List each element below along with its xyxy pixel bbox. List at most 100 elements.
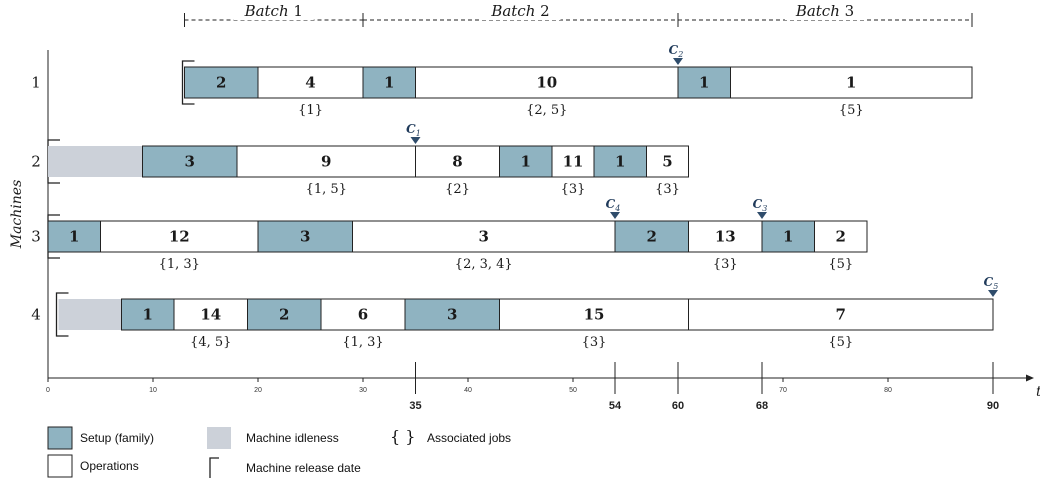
- block-label: 12: [169, 228, 190, 246]
- associated-jobs-label: {3}: [713, 257, 738, 272]
- block-label: 13: [715, 228, 736, 246]
- operation-block: [257, 66, 364, 99]
- idle-block: [58, 299, 122, 330]
- operation-block: [100, 220, 259, 253]
- associated-jobs-label: {1, 3}: [342, 335, 383, 350]
- completion-markers: C2 C1 C4 C3 C5: [406, 43, 998, 297]
- block-label: 8: [452, 153, 462, 171]
- associated-jobs-label: {2, 5}: [526, 103, 567, 118]
- setup-block: [184, 66, 259, 99]
- x-axis-label: t: [1036, 384, 1040, 400]
- completion-marker-icon: [988, 290, 998, 297]
- machine-row-3: 3 1 12 3 3 2 13 1 2{1, 3} {2, 3, 4} {3} {5}: [31, 214, 868, 272]
- operation-block: [688, 298, 994, 331]
- completion-marker-icon: [610, 212, 620, 219]
- completion-marker-icon: [410, 137, 421, 144]
- associated-jobs-label: {3}: [561, 182, 586, 197]
- associated-jobs-label: {5}: [828, 257, 853, 272]
- operation-block: [646, 145, 689, 178]
- x-tick-label: 30: [359, 387, 367, 394]
- legend-setup-label: Setup (family): [80, 431, 154, 445]
- associated-jobs-label: {4, 5}: [190, 335, 231, 350]
- x-tick-label: 70: [779, 387, 787, 394]
- block-label: 4: [305, 74, 315, 92]
- associated-jobs-label: {2}: [445, 182, 470, 197]
- machine-rows: 1 2 4 1 10 1 1{1} {2, 5} {5}2 3 9 8 1 11 1 5{1, 5} {2} {3…: [31, 60, 994, 350]
- associated-jobs-label: {1, 3}: [159, 257, 200, 272]
- block-label: 2: [216, 74, 226, 92]
- setup-block: [121, 298, 175, 331]
- legend-setup-swatch: [47, 426, 73, 450]
- completion-label: C4: [606, 197, 621, 213]
- setup-block: [257, 220, 353, 253]
- machine-row-4: 4 1 14 2 6 3 15 7 {4, 5} {1, 3} {3} {5}: [31, 292, 994, 350]
- block-label: 3: [479, 228, 489, 246]
- machine-row-2: 2 3 9 8 1 11 1 5{1, 5} {2} {3} {3}: [31, 139, 689, 197]
- setup-block: [499, 145, 553, 178]
- setup-block: [47, 220, 101, 253]
- block-label: 1: [69, 228, 79, 246]
- block-label: 11: [563, 153, 584, 171]
- x-axis-arrow-icon: [1026, 374, 1034, 382]
- block-label: 3: [185, 153, 195, 171]
- legend-operations-swatch: [47, 454, 73, 478]
- block-label: 1: [521, 153, 531, 171]
- block-label: 3: [300, 228, 310, 246]
- machine-label: 2: [31, 153, 41, 171]
- x-tick-label: 10: [149, 387, 157, 394]
- block-label: 6: [358, 306, 368, 324]
- block-label: 15: [584, 306, 605, 324]
- machine-label: 4: [31, 306, 41, 324]
- legend-operations-label: Operations: [80, 459, 139, 473]
- x-major-tick-label: 90: [987, 400, 999, 412]
- associated-jobs-label: {3}: [582, 335, 607, 350]
- x-tick-label: 20: [254, 387, 262, 394]
- block-label: 7: [836, 306, 846, 324]
- operation-block: [499, 298, 689, 331]
- legend-jobs-label: Associated jobs: [427, 431, 511, 445]
- batch-label: Batch 3: [795, 2, 854, 20]
- block-label: 2: [836, 228, 846, 246]
- machine-label: 1: [31, 74, 41, 92]
- completion-label: C2: [669, 43, 684, 59]
- block-label: 5: [662, 153, 672, 171]
- legend-idle-swatch: [207, 427, 231, 449]
- machine-label: 3: [31, 228, 41, 246]
- x-major-tick-label: 35: [409, 400, 421, 412]
- setup-block: [247, 298, 322, 331]
- associated-jobs-label: {5}: [839, 103, 864, 118]
- associated-jobs-label: {3}: [655, 182, 680, 197]
- associated-jobs-label: {1, 5}: [306, 182, 347, 197]
- y-axis-label: Machines: [9, 180, 25, 250]
- operation-block: [352, 220, 616, 253]
- block-label: 1: [783, 228, 793, 246]
- operation-block: [320, 298, 406, 331]
- operation-block: [236, 145, 416, 178]
- associated-jobs-label: {1}: [298, 103, 323, 118]
- x-tick-label: 50: [569, 387, 577, 394]
- batch-label-bg: [785, 3, 865, 20]
- completion-marker-icon: [673, 58, 683, 65]
- completion-label: C5: [984, 275, 999, 291]
- idle-block: [48, 146, 143, 177]
- x-tick-label: 0: [46, 387, 50, 394]
- batch-label: Batch 1: [244, 2, 303, 20]
- x-major-tick-label: 60: [672, 400, 684, 412]
- legend-release-label: Machine release date: [246, 461, 361, 475]
- x-tick-label: 80: [884, 387, 892, 394]
- legend-release-bracket-icon: [209, 457, 219, 478]
- completion-marker-icon: [757, 212, 767, 219]
- operation-block: [688, 220, 763, 253]
- release-bracket-icon: [181, 60, 195, 105]
- legend-idle-label: Machine idleness: [246, 431, 339, 445]
- operation-block: [173, 298, 248, 331]
- legend: Setup (family) Operations Machine idlene…: [47, 426, 511, 478]
- block-label: 1: [846, 74, 856, 92]
- operation-block: [814, 220, 868, 253]
- setup-block: [593, 145, 647, 178]
- block-label: 10: [536, 74, 557, 92]
- associated-jobs-label: {5}: [828, 335, 853, 350]
- x-major-tick-label: 68: [756, 400, 768, 412]
